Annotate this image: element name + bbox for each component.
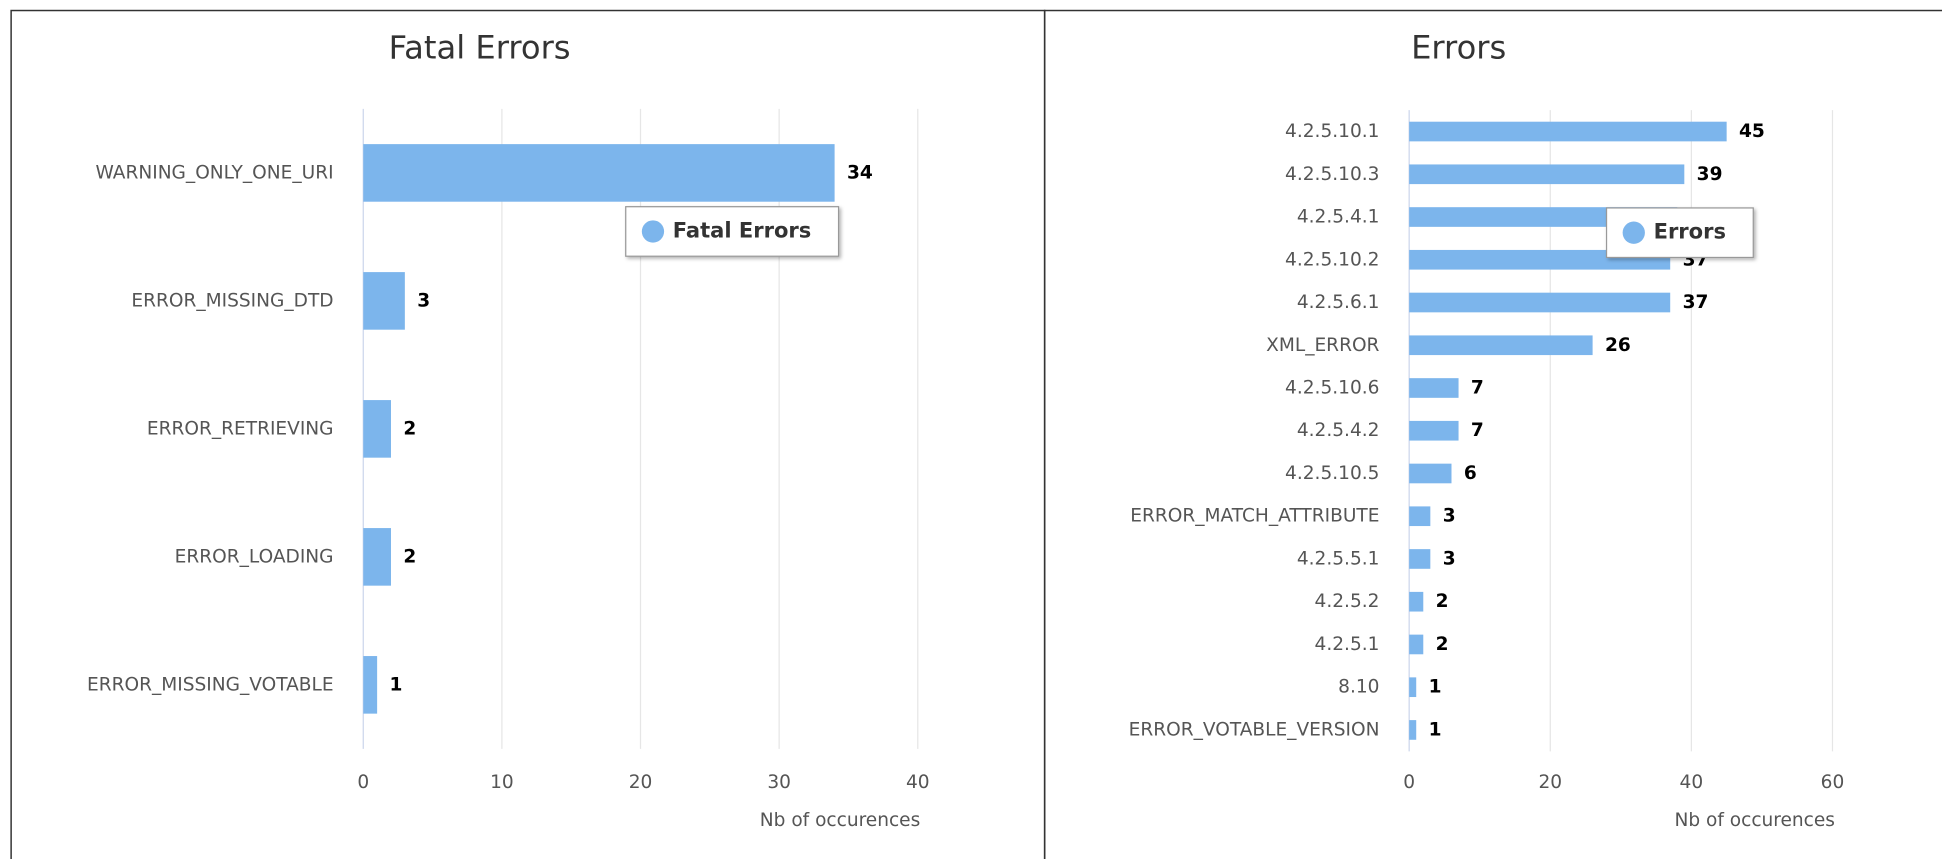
bar <box>1409 249 1671 270</box>
value-label: 26 <box>1605 335 1631 356</box>
bar <box>1409 591 1424 612</box>
x-axis-label: Nb of occurences <box>1674 810 1834 831</box>
panel <box>1043 9 1942 859</box>
bar <box>1409 506 1431 527</box>
bar <box>1409 634 1424 655</box>
value-label: 3 <box>1443 506 1456 527</box>
bar <box>1409 164 1685 185</box>
value-label: 45 <box>1739 121 1765 142</box>
legend-marker <box>1622 221 1645 244</box>
value-label: 2 <box>1436 591 1449 612</box>
x-tick-label: 40 <box>906 772 930 793</box>
y-tick-label: 4.2.5.10.3 <box>1285 164 1379 185</box>
y-tick-label: ERROR_RETRIEVING <box>147 418 334 439</box>
y-tick-label: 4.2.5.10.2 <box>1285 249 1379 270</box>
bar <box>1409 378 1459 398</box>
bar <box>1409 121 1727 142</box>
value-label: 2 <box>403 546 416 567</box>
y-tick-label: 4.2.5.6.1 <box>1297 292 1380 313</box>
y-tick-label: 4.2.5.2 <box>1315 591 1380 612</box>
x-tick-label: 10 <box>490 772 514 793</box>
x-tick-label: 40 <box>1680 772 1704 793</box>
value-label: 2 <box>1436 634 1449 655</box>
x-tick-label: 20 <box>1538 772 1562 793</box>
legend-label: Fatal Errors <box>673 217 812 242</box>
y-tick-label: ERROR_LOADING <box>175 546 334 567</box>
x-axis-label: Nb of occurences <box>760 810 920 831</box>
bar <box>1409 292 1671 313</box>
y-tick-label: 4.2.5.4.2 <box>1297 420 1380 441</box>
value-label: 1 <box>390 674 403 695</box>
bar <box>363 272 405 330</box>
y-tick-label: 4.2.5.10.5 <box>1285 463 1379 484</box>
y-tick-label: ERROR_MATCH_ATTRIBUTE <box>1130 506 1379 527</box>
value-label: 1 <box>1429 677 1442 698</box>
legend-box <box>1605 207 1754 259</box>
y-tick-label: 4.2.5.5.1 <box>1297 548 1380 569</box>
value-label: 3 <box>417 290 430 311</box>
y-tick-label: WARNING_ONLY_ONE_URI <box>95 162 333 183</box>
y-tick-label: 4.2.5.10.1 <box>1285 121 1379 142</box>
value-label: 34 <box>847 162 873 183</box>
y-tick-label: 4.2.5.4.1 <box>1297 207 1380 228</box>
y-tick-label: 4.2.5.1 <box>1315 634 1380 655</box>
legend-label: Errors <box>1654 219 1726 244</box>
x-tick-label: 60 <box>1821 772 1845 793</box>
bar <box>1409 463 1452 484</box>
legend: Fatal Errors <box>625 206 840 257</box>
y-tick-label: ERROR_MISSING_VOTABLE <box>87 674 334 695</box>
y-tick-label: 4.2.5.10.6 <box>1285 377 1379 398</box>
bar <box>1409 549 1431 569</box>
chart-title: Fatal Errors <box>389 29 571 67</box>
value-label: 2 <box>403 418 416 439</box>
value-label: 3 <box>1443 548 1456 569</box>
bar <box>1409 335 1593 356</box>
y-tick-label: XML_ERROR <box>1266 335 1379 356</box>
legend-marker <box>641 220 665 243</box>
bar <box>363 144 835 202</box>
value-label: 37 <box>1683 292 1709 313</box>
chart-title: Errors <box>1411 29 1506 67</box>
y-tick-label: ERROR_VOTABLE_VERSION <box>1129 719 1380 740</box>
value-label: 7 <box>1471 420 1484 441</box>
bar <box>363 656 378 714</box>
y-tick-label: ERROR_MISSING_DTD <box>131 290 333 311</box>
bar <box>363 400 391 458</box>
x-tick-label: 20 <box>629 772 653 793</box>
x-tick-label: 30 <box>767 772 791 793</box>
x-tick-label: 0 <box>357 772 369 793</box>
bar <box>1409 677 1417 698</box>
value-label: 6 <box>1464 463 1477 484</box>
value-label: 1 <box>1429 719 1442 740</box>
bar <box>363 528 391 586</box>
bar <box>1409 420 1459 441</box>
value-label: 39 <box>1697 164 1723 185</box>
bar <box>1409 720 1417 740</box>
x-tick-label: 0 <box>1403 772 1415 793</box>
value-label: 7 <box>1471 377 1484 398</box>
legend: Errors <box>1605 207 1754 259</box>
y-tick-label: 8.10 <box>1338 677 1379 698</box>
